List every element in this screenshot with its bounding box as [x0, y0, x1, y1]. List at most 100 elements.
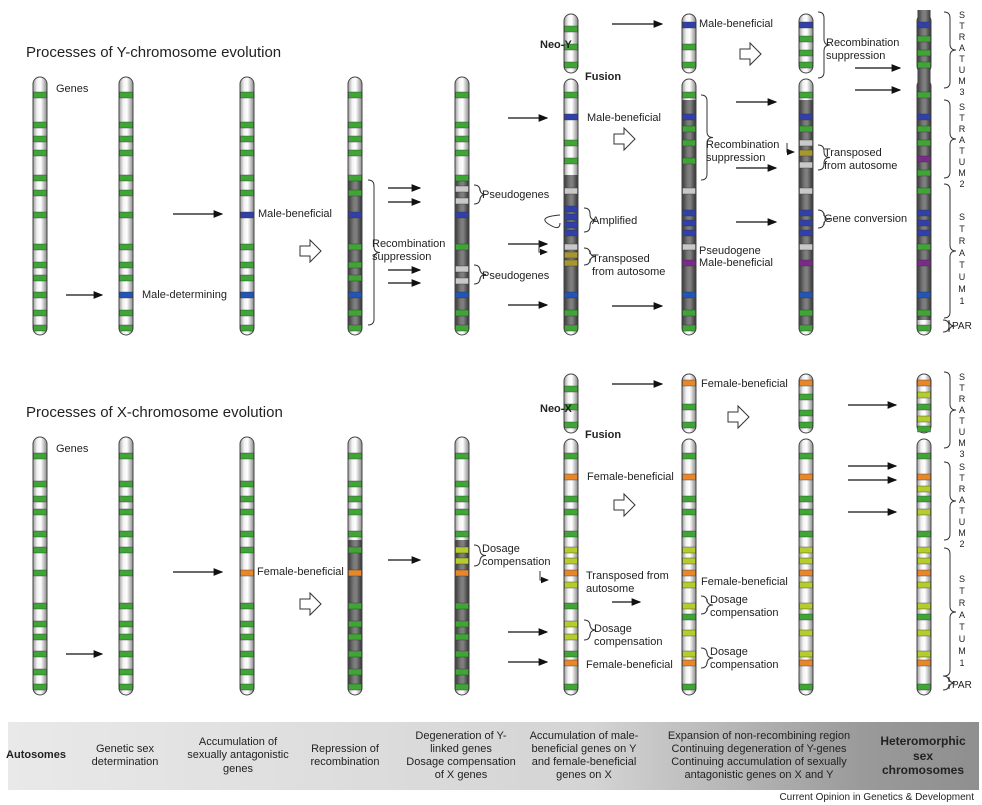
gene-band [799, 659, 813, 667]
gene-band [119, 650, 133, 658]
gene-band [682, 473, 696, 481]
gene-band [348, 274, 362, 282]
label-fusion-x: Fusion [585, 429, 621, 441]
gene-band [240, 546, 254, 554]
gene-band [682, 309, 696, 317]
stratum-2-x-letter: U [959, 517, 966, 527]
gene-band [119, 620, 133, 628]
gene-band [564, 530, 578, 538]
gene-band [682, 629, 696, 637]
gene-band [682, 139, 696, 147]
gene-band [917, 508, 931, 516]
stage-degeneration: Degeneration of Y-linked genes Dosage com… [406, 729, 516, 782]
gene-band [455, 309, 469, 317]
gene-band [917, 91, 931, 99]
gene-band [564, 291, 578, 299]
gene-band [799, 259, 813, 267]
gene-band [799, 209, 813, 217]
gene-band [799, 650, 813, 658]
gene-band [348, 174, 362, 182]
brace-pseudogenes-upper [473, 184, 487, 205]
label-fusion-y: Fusion [585, 71, 621, 83]
chromosome-x-stage4 [347, 436, 363, 696]
label-dosage-x6: Dosage compensation [594, 623, 663, 648]
gene-band [799, 495, 813, 503]
gene-band [564, 569, 578, 577]
gene-band [917, 629, 931, 637]
stratum-1-y-letter: T [959, 260, 965, 270]
gene-band [917, 309, 931, 317]
stratum-1-y-letter: U [959, 272, 966, 282]
gene-band [33, 309, 47, 317]
gene-band [799, 125, 813, 133]
gene-band [119, 261, 133, 269]
gene-band [455, 530, 469, 538]
label-neo-x: Neo-X [540, 403, 572, 415]
gene-band [682, 219, 696, 227]
gene-band [119, 668, 133, 676]
degenerate-region [455, 540, 469, 685]
gene-band [119, 569, 133, 577]
gene-band [33, 530, 47, 538]
label-pseudogenes-upper: Pseudogenes [482, 189, 550, 201]
gene-band [799, 61, 813, 69]
gene-band [682, 229, 696, 237]
gene-band [564, 139, 578, 147]
gene-band [682, 91, 696, 99]
stratum-1-x-letter: T [959, 586, 965, 596]
chromosome-y-stage3 [239, 76, 255, 336]
gene-band [455, 174, 469, 182]
brace-par-y [942, 319, 956, 333]
chromosome-y-stage8 [798, 13, 814, 336]
degenerate-region [348, 180, 362, 325]
gene-band [682, 259, 696, 267]
gene-band [799, 581, 813, 589]
gene-band [682, 530, 696, 538]
gene-band [240, 602, 254, 610]
gene-band [240, 530, 254, 538]
gene-band [240, 620, 254, 628]
gene-band [348, 149, 362, 157]
brace-gene-conversion [817, 209, 831, 229]
gene-band [119, 149, 133, 157]
gene-band [564, 581, 578, 589]
gene-band [455, 324, 469, 332]
gene-band [348, 261, 362, 269]
stage-legend-bar: Autosomes Genetic sex determination Accum… [6, 722, 979, 790]
stratum-1-x-letter: S [959, 574, 965, 584]
gene-band [799, 91, 813, 99]
gene-band [455, 291, 469, 299]
gene-band [455, 495, 469, 503]
gene-band [799, 49, 813, 57]
gene-band [455, 602, 469, 610]
stratum-1-y-letter: M [958, 284, 966, 294]
gene-band [455, 197, 469, 205]
stratum-3-x-letter: R [959, 394, 966, 404]
gene-band [917, 243, 931, 251]
label-male-beneficial-neo: Male-beneficial [587, 112, 661, 124]
stratum-1-y-brace [943, 183, 957, 319]
gene-band [682, 613, 696, 621]
label-male-beneficial-y7: Male-beneficial [699, 18, 773, 30]
gene-band [348, 452, 362, 460]
gene-band [348, 683, 362, 691]
stage-sexually-antagonistic: Accumulation of sexually antagonistic gene… [187, 736, 289, 775]
gene-band [455, 135, 469, 143]
gene-band [682, 243, 696, 251]
gene-band [240, 91, 254, 99]
x-section-title: Processes of X-chromosome evolution [26, 404, 283, 421]
gene-band [119, 121, 133, 129]
gene-band [455, 557, 469, 565]
gene-band [917, 324, 931, 332]
stage-genetic-sex-determination: Genetic sex determination [91, 742, 159, 768]
label-dosage-x7b: Dosage compensation [710, 646, 779, 671]
gene-band [240, 261, 254, 269]
gene-band [917, 219, 931, 227]
gene-band [682, 113, 696, 121]
gene-band [240, 274, 254, 282]
stratum-2-x-letter: A [959, 495, 965, 505]
stage-heteromorphic: Heteromorphic sex chromosomes [880, 734, 966, 778]
gene-band [119, 243, 133, 251]
brace-recombination-y4 [367, 179, 381, 326]
label-dosage-x5: Dosage compensation [482, 543, 551, 568]
